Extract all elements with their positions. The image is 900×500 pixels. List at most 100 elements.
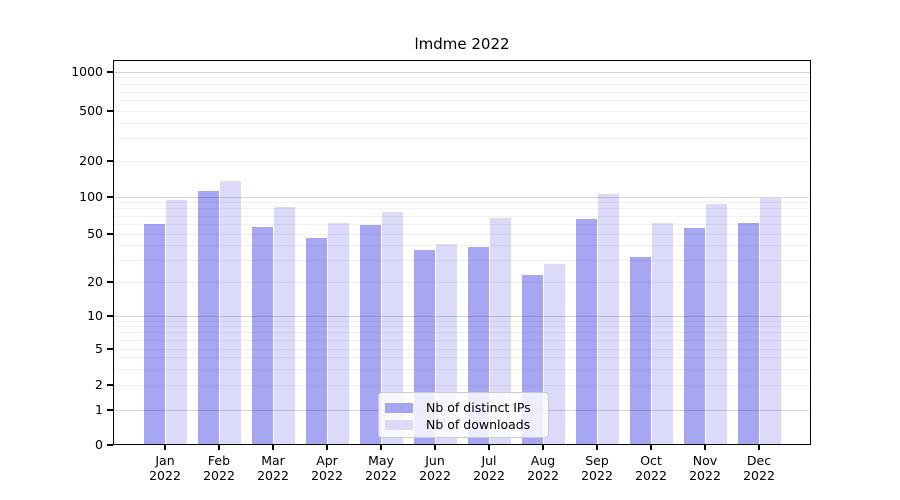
y-tick-mark-5 (107, 348, 113, 350)
bar-distinct-ips-apr (305, 238, 327, 445)
x-tick-mark-jun (434, 445, 436, 450)
legend-label-distinct-ips: Nb of distinct IPs (426, 400, 531, 415)
legend-label-downloads: Nb of downloads (426, 417, 531, 432)
y-tick-mark-100 (107, 196, 113, 198)
bar-downloads-nov (705, 203, 727, 445)
y-tick-label-0: 0 (95, 437, 103, 452)
bar-downloads-feb (219, 180, 241, 445)
x-tick-label-may: May 2022 (365, 453, 397, 483)
minor-gridline-300 (113, 138, 811, 140)
bar-downloads-jul (489, 217, 511, 445)
minor-gridline-800 (113, 84, 811, 86)
bar-downloads-dec (759, 198, 781, 445)
y-tick-label-50: 50 (87, 226, 103, 241)
minor-gridline-80 (113, 208, 811, 210)
x-tick-label-sep: Sep 2022 (581, 453, 613, 483)
minor-gridline-8 (113, 326, 811, 328)
y-tick-mark-1 (107, 409, 113, 411)
x-tick-mark-jan (164, 445, 166, 450)
minor-gridline-700 (113, 91, 811, 93)
x-tick-label-jun: Jun 2022 (419, 453, 451, 483)
y-tick-mark-1000 (107, 71, 113, 73)
y-tick-label-1: 1 (95, 402, 103, 417)
major-gridline-10 (113, 315, 811, 317)
minor-gridline-70 (113, 215, 811, 217)
y-tick-label-10: 10 (87, 308, 103, 323)
bar-downloads-mar (273, 206, 295, 445)
y-tick-label-200: 200 (79, 153, 103, 168)
x-tick-label-mar: Mar 2022 (257, 453, 289, 483)
bar-downloads-may (381, 212, 403, 445)
minor-gridline-2 (113, 384, 811, 386)
plot-area (113, 60, 811, 445)
minor-gridline-20 (113, 281, 811, 283)
bar-distinct-ips-may (359, 225, 381, 445)
x-tick-mark-sep (596, 445, 598, 450)
bar-distinct-ips-jan (143, 224, 165, 445)
bar-distinct-ips-nov (683, 227, 705, 445)
x-tick-mark-feb (218, 445, 220, 450)
y-tick-mark-0 (107, 444, 113, 446)
x-tick-label-aug: Aug 2022 (527, 453, 559, 483)
bar-downloads-apr (327, 222, 349, 445)
bar-distinct-ips-feb (197, 191, 219, 445)
bar-downloads-oct (651, 223, 673, 445)
x-tick-mark-nov (704, 445, 706, 450)
major-gridline-100 (113, 196, 811, 198)
x-tick-label-dec: Dec 2022 (743, 453, 775, 483)
x-tick-mark-mar (272, 445, 274, 450)
minor-gridline-500 (113, 110, 811, 112)
minor-gridline-4 (113, 357, 811, 359)
x-tick-label-jul: Jul 2022 (473, 453, 505, 483)
minor-gridline-5 (113, 348, 811, 350)
minor-gridline-600 (113, 100, 811, 102)
minor-gridline-400 (113, 122, 811, 124)
minor-gridline-60 (113, 223, 811, 225)
minor-gridline-200 (113, 160, 811, 162)
x-tick-label-oct: Oct 2022 (635, 453, 667, 483)
minor-gridline-9 (113, 320, 811, 322)
x-tick-mark-oct (650, 445, 652, 450)
y-tick-mark-500 (107, 110, 113, 112)
chart-title: lmdme 2022 (414, 35, 510, 53)
minor-gridline-50 (113, 233, 811, 235)
y-tick-label-1000: 1000 (71, 64, 103, 79)
x-tick-mark-dec (758, 445, 760, 450)
y-tick-label-100: 100 (79, 189, 103, 204)
y-tick-label-20: 20 (87, 274, 103, 289)
minor-gridline-3 (113, 368, 811, 370)
x-tick-label-jan: Jan 2022 (149, 453, 181, 483)
y-tick-mark-200 (107, 160, 113, 162)
bar-distinct-ips-dec (737, 222, 759, 445)
x-tick-mark-jul (488, 445, 490, 450)
x-tick-mark-may (380, 445, 382, 450)
bar-downloads-sep (597, 194, 619, 445)
bar-distinct-ips-mar (251, 227, 273, 445)
y-tick-mark-10 (107, 315, 113, 317)
grid-layer (113, 60, 811, 445)
legend-item-distinct-ips: Nb of distinct IPs (385, 399, 540, 416)
minor-gridline-900 (113, 77, 811, 79)
minor-gridline-30 (113, 260, 811, 262)
minor-gridline-7 (113, 332, 811, 334)
x-tick-mark-apr (326, 445, 328, 450)
y-tick-mark-50 (107, 233, 113, 235)
y-tick-label-5: 5 (95, 341, 103, 356)
x-tick-mark-aug (542, 445, 544, 450)
legend-swatch-distinct-ips (385, 402, 413, 413)
x-tick-label-nov: Nov 2022 (689, 453, 721, 483)
major-gridline-1000 (113, 71, 811, 73)
bar-distinct-ips-oct (629, 257, 651, 445)
y-tick-label-2: 2 (95, 377, 103, 392)
y-tick-label-500: 500 (79, 103, 103, 118)
x-tick-label-feb: Feb 2022 (203, 453, 235, 483)
minor-gridline-90 (113, 202, 811, 204)
legend-item-downloads: Nb of downloads (385, 416, 540, 433)
minor-gridline-6 (113, 339, 811, 341)
y-tick-mark-20 (107, 281, 113, 283)
legend: Nb of distinct IPs Nb of downloads (378, 392, 549, 438)
y-tick-mark-2 (107, 384, 113, 386)
x-tick-label-apr: Apr 2022 (311, 453, 343, 483)
bar-distinct-ips-sep (575, 219, 597, 445)
